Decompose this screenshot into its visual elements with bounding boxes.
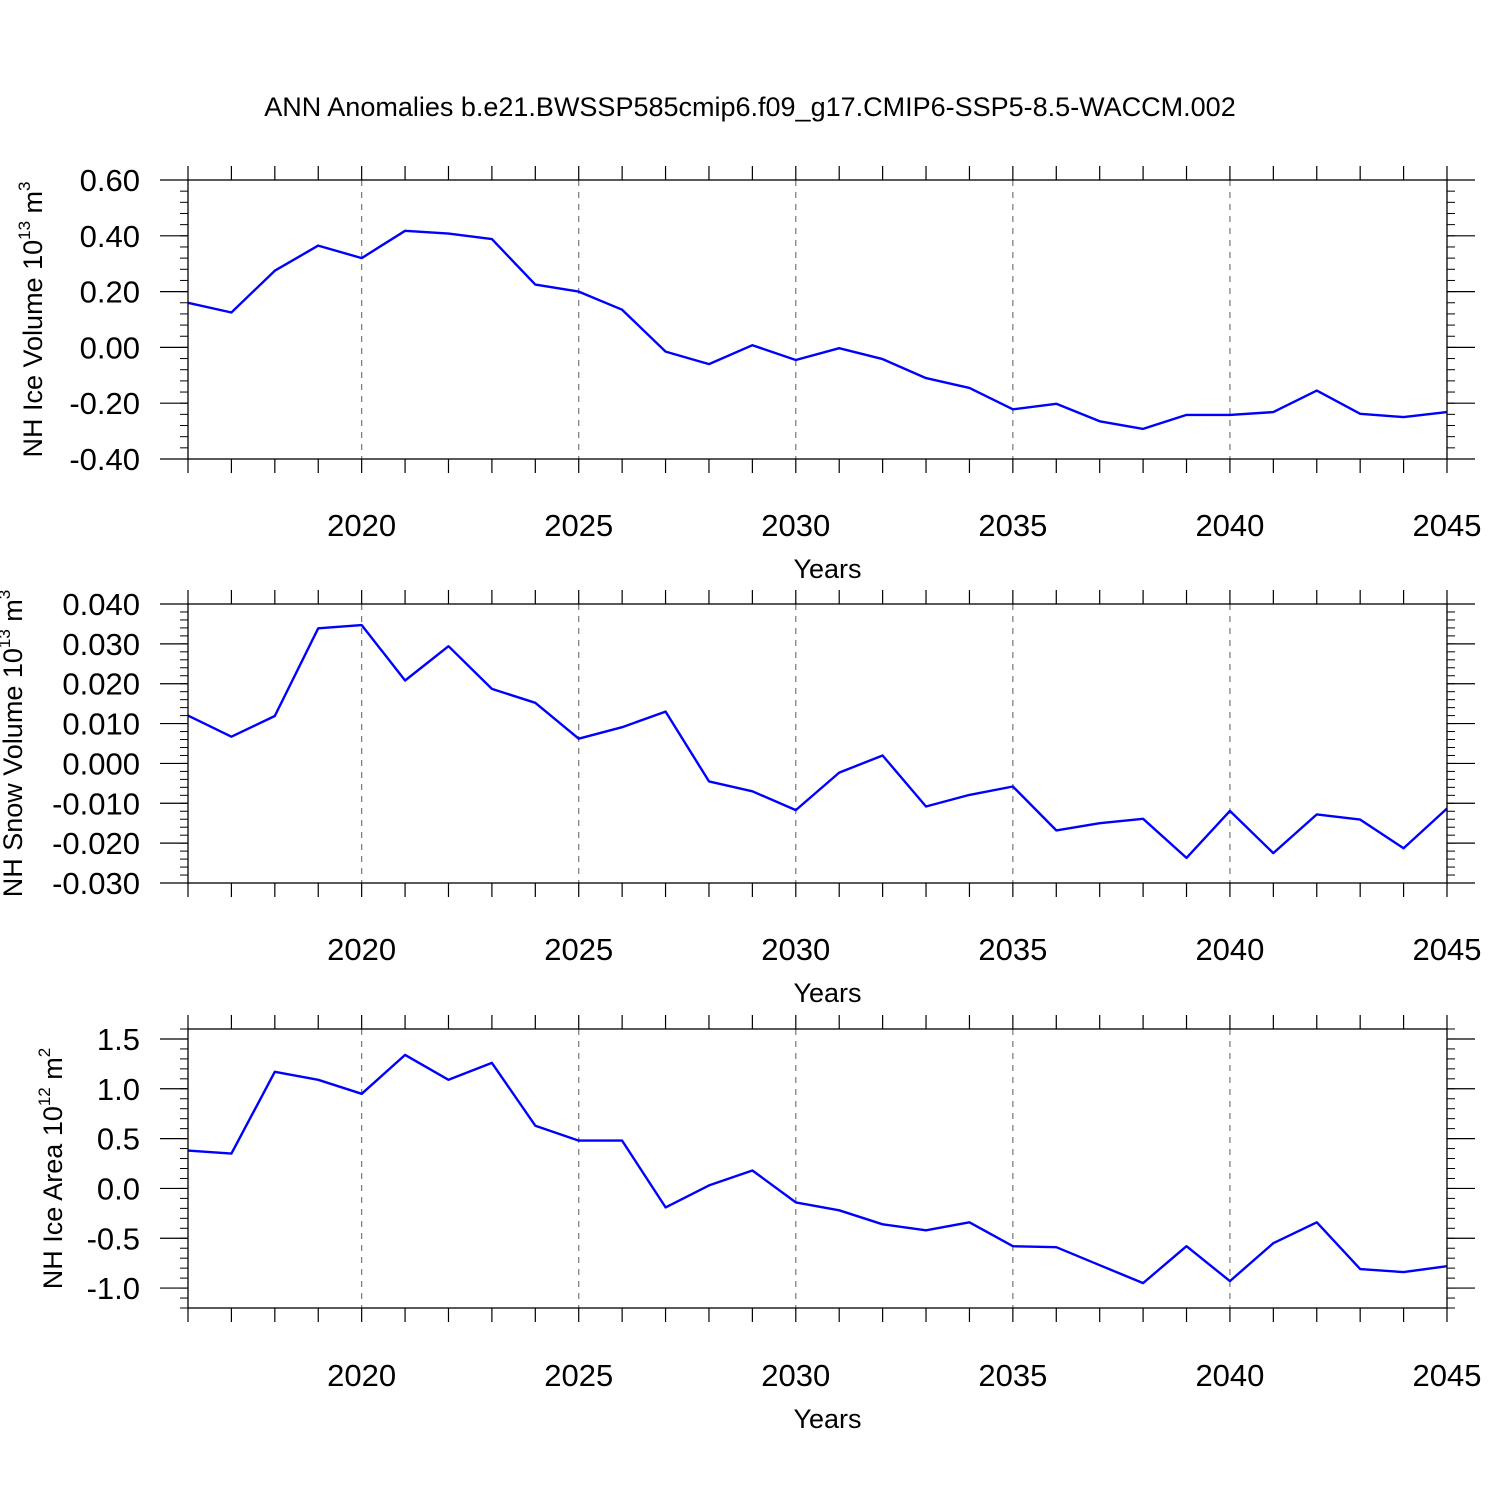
x-tick-label: 2020: [327, 1358, 396, 1393]
x-axis-label: Years: [793, 1404, 861, 1434]
y-tick-label: -0.5: [87, 1221, 140, 1256]
y-tick-label: 0.020: [62, 667, 140, 702]
y-axis-label: NH Ice Area 1012 m2: [35, 1048, 68, 1289]
y-tick-label: 0.20: [80, 275, 140, 310]
y-tick-label: -0.020: [52, 826, 140, 861]
series-line: [187, 229, 1448, 431]
chart-panel-1: 2020 2025 2030 2035 2040 2045 Years -0.40 -0.20 0…: [15, 163, 1481, 584]
y-axis-label: NH Snow Volume 1013 m3: [0, 590, 28, 898]
y-tick-label: 1.0: [97, 1072, 140, 1107]
y-axis-label: NH Ice Volume 1013 m3: [15, 182, 48, 458]
x-tick-label: 2025: [544, 932, 613, 967]
y-tick-label: 0.40: [80, 219, 140, 254]
axis-frame: [187, 1028, 1448, 1309]
chart-panel-3: 2020 2025 2030 2035 2040 2045 Years -1.0 -0.5 0.0…: [35, 1015, 1481, 1434]
x-tick-label: 2035: [978, 508, 1047, 543]
y-tick-label: 1.5: [97, 1022, 140, 1057]
y-tick-label: -0.030: [52, 866, 140, 901]
series-line: [187, 1053, 1448, 1285]
y-tick-label: 0.010: [62, 707, 140, 742]
x-tick-label: 2040: [1195, 932, 1264, 967]
y-tick-label: 0.0: [97, 1171, 140, 1206]
y-tick-label: 0.040: [62, 587, 140, 622]
y-tick-label: -0.20: [69, 386, 140, 421]
series-line: [187, 623, 1448, 860]
x-axis-label: Years: [793, 554, 861, 584]
y-tick-label: 0.00: [80, 330, 140, 365]
y-tick-label: 0.60: [80, 163, 140, 198]
x-tick-label: 2045: [1413, 508, 1482, 543]
x-tick-label: 2030: [761, 932, 830, 967]
x-tick-label: 2035: [978, 932, 1047, 967]
x-tick-label: 2025: [544, 1358, 613, 1393]
x-tick-label: 2040: [1195, 1358, 1264, 1393]
x-axis-label: Years: [793, 978, 861, 1008]
chart-panel-2: 2020 2025 2030 2035 2040 2045 Years -0.030 -0.02…: [0, 587, 1481, 1008]
x-tick-label: 2040: [1195, 508, 1264, 543]
x-tick-label: 2045: [1413, 1358, 1482, 1393]
y-tick-label: 0.030: [62, 627, 140, 662]
y-tick-label: -0.010: [52, 786, 140, 821]
axis-frame: [187, 179, 1448, 460]
y-tick-label: -0.40: [69, 442, 140, 477]
figure-title: ANN Anomalies b.e21.BWSSP585cmip6.f09_g1…: [264, 92, 1235, 122]
x-tick-label: 2030: [761, 1358, 830, 1393]
y-tick-label: -1.0: [87, 1271, 140, 1306]
x-tick-label: 2035: [978, 1358, 1047, 1393]
chart-panels: 2020 2025 2030 2035 2040 2045 Years -0.40 -0.20 0…: [0, 163, 1481, 1434]
y-tick-label: 0.000: [62, 746, 140, 781]
x-tick-label: 2030: [761, 508, 830, 543]
x-tick-label: 2020: [327, 932, 396, 967]
x-tick-label: 2025: [544, 508, 613, 543]
axis-frame: [187, 603, 1448, 884]
x-tick-label: 2045: [1413, 932, 1482, 967]
x-tick-label: 2020: [327, 508, 396, 543]
y-tick-label: 0.5: [97, 1122, 140, 1157]
